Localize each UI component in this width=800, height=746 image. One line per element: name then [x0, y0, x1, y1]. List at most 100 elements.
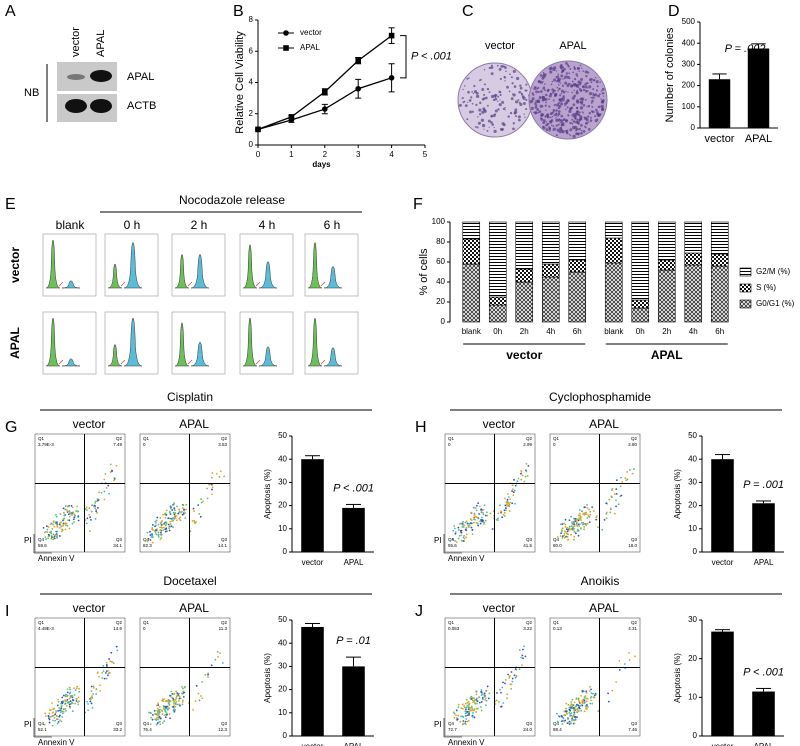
- event: [579, 518, 581, 521]
- colony: [501, 100, 505, 104]
- event: [471, 528, 474, 531]
- event: [507, 501, 509, 504]
- event: [86, 517, 89, 520]
- event: [480, 508, 483, 511]
- event: [59, 709, 61, 712]
- event: [570, 712, 573, 714]
- y-tick-label: 0: [693, 731, 698, 740]
- event: [473, 512, 476, 515]
- event: [192, 507, 195, 510]
- event: [455, 714, 457, 717]
- marker: [322, 106, 328, 112]
- event: [577, 529, 580, 532]
- event: [73, 687, 75, 690]
- colony: [567, 65, 570, 68]
- quadrant-name: Q2: [116, 620, 123, 625]
- event: [85, 506, 88, 509]
- colony: [558, 130, 562, 134]
- quadrant-value: 0: [143, 626, 146, 631]
- event: [566, 712, 569, 715]
- lane-label: vector: [73, 601, 106, 615]
- colony: [578, 80, 580, 82]
- event: [574, 517, 577, 520]
- event: [476, 702, 478, 705]
- colony: [544, 115, 547, 118]
- event: [60, 704, 63, 707]
- quadrant-name: Q2: [526, 436, 533, 441]
- event: [628, 652, 630, 654]
- event: [48, 721, 51, 724]
- colony: [535, 90, 538, 94]
- quadrant-value: 82.3: [143, 543, 152, 548]
- colony: [582, 130, 586, 133]
- legend-label: vector: [300, 28, 322, 37]
- colony: [497, 108, 500, 111]
- event: [586, 504, 588, 506]
- colony: [572, 115, 575, 118]
- event: [56, 722, 59, 725]
- annotation: P = .01: [336, 635, 371, 647]
- event: [506, 500, 509, 502]
- event: [555, 712, 558, 715]
- quadrant-value: 3.79E-3: [38, 442, 54, 447]
- event: [165, 527, 168, 530]
- event: [173, 507, 176, 510]
- event: [580, 709, 583, 712]
- event: [96, 671, 99, 674]
- event: [174, 517, 177, 520]
- panel-letter: A: [5, 3, 16, 20]
- colony: [504, 107, 506, 109]
- event: [216, 650, 219, 653]
- quadrant-value: 2.99: [523, 442, 532, 447]
- colony: [596, 85, 599, 88]
- event: [163, 698, 165, 701]
- colony: [579, 115, 583, 119]
- x-tick-label: APAL: [344, 742, 364, 746]
- event: [59, 522, 62, 525]
- colony: [538, 95, 542, 100]
- event: [573, 525, 576, 527]
- colony: [572, 103, 576, 107]
- event: [52, 719, 54, 722]
- event: [72, 511, 75, 514]
- event: [509, 498, 512, 501]
- event: [47, 526, 50, 528]
- event: [476, 522, 479, 525]
- event: [62, 507, 65, 510]
- y-tick-label: 20: [688, 654, 697, 663]
- event: [70, 504, 73, 507]
- event: [465, 536, 467, 539]
- lane-label: vector: [70, 27, 82, 57]
- x-tick-label: 5: [423, 150, 428, 159]
- quadrant-name: Q4: [553, 537, 560, 542]
- event: [200, 498, 202, 500]
- event: [465, 706, 468, 709]
- g2-peak: [190, 341, 210, 367]
- event: [103, 677, 106, 680]
- event: [576, 521, 578, 524]
- event: [61, 716, 64, 718]
- colony: [478, 108, 482, 112]
- event: [567, 721, 570, 724]
- event: [460, 522, 462, 525]
- fit: [320, 359, 326, 365]
- event: [176, 505, 178, 508]
- colony: [500, 64, 504, 68]
- colony: [587, 104, 591, 108]
- event: [475, 693, 478, 696]
- g1-peak: [45, 239, 61, 289]
- colony: [565, 108, 567, 111]
- y-tick-label: 10: [688, 692, 697, 701]
- event: [506, 697, 508, 700]
- y-tick-label: 40: [436, 277, 445, 286]
- colony: [566, 75, 570, 79]
- y-tick-label: 20: [688, 501, 697, 510]
- colony: [571, 96, 575, 100]
- event: [466, 704, 469, 707]
- colony: [586, 105, 588, 108]
- event: [155, 522, 157, 524]
- colony: [578, 127, 582, 131]
- x-tick-label: APAL: [745, 133, 772, 145]
- colony: [554, 89, 557, 92]
- colony: [534, 102, 537, 105]
